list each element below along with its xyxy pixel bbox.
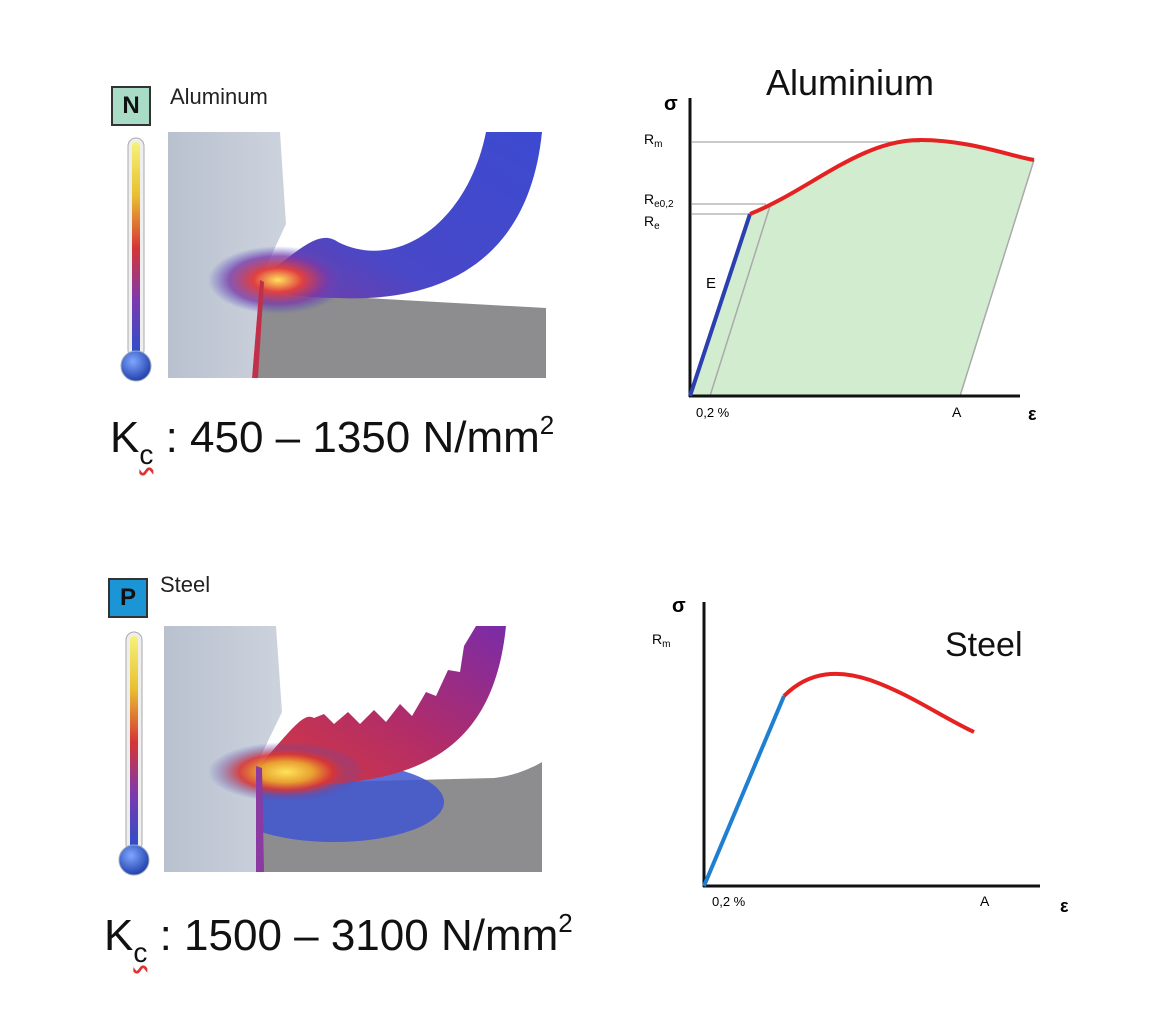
unload-line [959, 159, 1035, 397]
kc-value-steel: Kc : 1500 – 3100 N/mm2 [104, 908, 573, 969]
plastic-curve [749, 137, 1035, 216]
re-label: Re [644, 213, 660, 232]
offset-line [709, 205, 771, 397]
cutting-simulation-aluminum [168, 132, 546, 378]
re02-label: Re0,2 [644, 191, 674, 210]
rm-label: Rm [652, 631, 670, 650]
elastic-line [688, 213, 752, 397]
kc-symbol: K [110, 413, 140, 462]
a-label: A [980, 893, 990, 909]
kc-range: : 1500 – 3100 N/mm [147, 911, 559, 960]
e-label: E [706, 275, 716, 292]
y-axis-label: σ [664, 93, 678, 115]
chart-title-steel: Steel [945, 626, 1023, 664]
plastic-curve [782, 671, 975, 734]
material-badge-p: P [108, 578, 148, 618]
a-label: A [952, 404, 962, 420]
x-axis-label: ε [1060, 896, 1069, 916]
stress-strain-chart-steel: σ ε Rm 0,2 % A [652, 595, 1069, 916]
thermometer-icon [118, 631, 150, 876]
material-label-steel: Steel [160, 572, 211, 597]
thermometer-icon [120, 137, 152, 382]
rm-label: Rm [644, 131, 662, 150]
cutting-simulation-steel [164, 626, 542, 872]
chart-title-aluminium: Aluminium [766, 62, 935, 103]
kc-superscript: 2 [539, 410, 555, 440]
kc-symbol: K [104, 911, 134, 960]
kc-superscript: 2 [558, 908, 573, 938]
y-axis-label: σ [672, 595, 686, 617]
offset-label: 0,2 % [696, 405, 730, 420]
material-badge-n: N [111, 86, 151, 126]
energy-area-fill [690, 140, 1034, 396]
offset-label: 0,2 % [712, 894, 746, 909]
kc-subscript: c [133, 937, 148, 968]
x-axis-label: ε [1028, 404, 1037, 424]
stress-strain-chart-aluminium: σ ε Rm Re0,2 Re E 0,2 % A [644, 93, 1037, 424]
kc-subscript: c [139, 439, 154, 470]
material-label-aluminum: Aluminum [170, 84, 268, 109]
kc-value-aluminum: Kc : 450 – 1350 N/mm2 [110, 410, 554, 471]
elastic-line [702, 695, 786, 887]
kc-range: : 450 – 1350 N/mm [153, 413, 540, 462]
